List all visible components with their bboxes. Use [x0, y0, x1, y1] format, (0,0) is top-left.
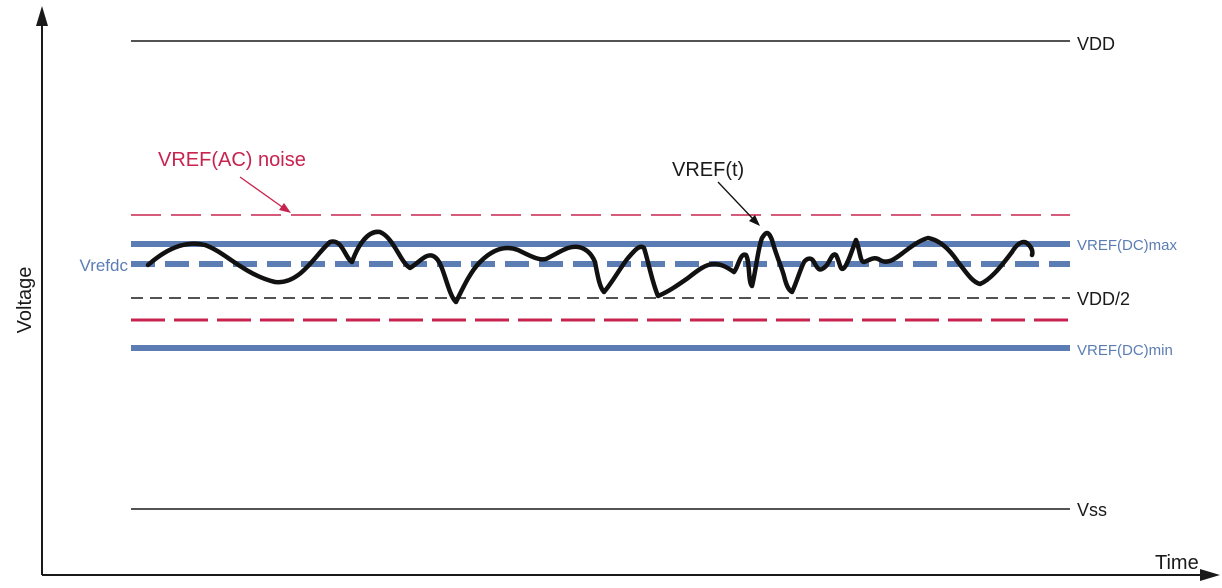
vrefdc-label: Vrefdc [79, 256, 128, 275]
vref-dc-min-label: VREF(DC)min [1077, 342, 1173, 359]
y-axis-label: Voltage [14, 267, 36, 334]
x-axis-arrow-icon [1200, 569, 1220, 581]
vss-label: Vss [1077, 500, 1107, 520]
ac-noise-pointer-arrow-icon [279, 203, 291, 213]
vref-ac-noise-label: VREF(AC) noise [158, 149, 306, 171]
x-axis-label: Time [1155, 552, 1199, 574]
vref-dc-max-label: VREF(DC)max [1077, 237, 1177, 254]
vdd-half-label: VDD/2 [1077, 289, 1130, 309]
vref-t-pointer-line [717, 181, 755, 221]
vref-t-label: VREF(t) [672, 159, 744, 181]
vdd-label: VDD [1077, 34, 1115, 54]
y-axis-arrow-icon [36, 6, 48, 26]
vref-t-pointer-arrow-icon [749, 215, 760, 226]
ac-noise-pointer-line [239, 176, 286, 210]
vref-t-waveform [145, 229, 1035, 305]
